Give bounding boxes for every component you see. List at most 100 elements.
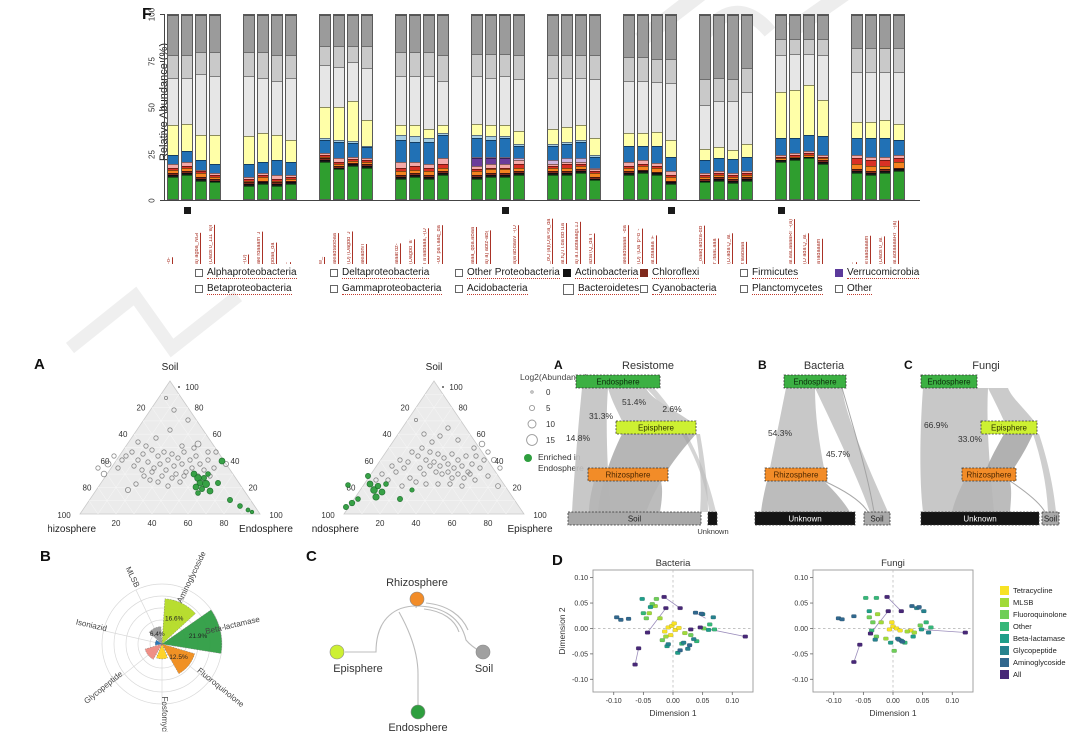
ternary-point-enriched bbox=[245, 507, 251, 513]
y-tick-label: 100 bbox=[147, 7, 157, 22]
legend-swatch-icon bbox=[563, 283, 574, 295]
stacked-bar bbox=[181, 14, 193, 200]
bottom-tick: 40 bbox=[148, 519, 157, 528]
scatter-point-F bbox=[870, 620, 876, 625]
bar-segment-bacteroidetes bbox=[210, 134, 220, 165]
bar-segment-cyanobacteria bbox=[424, 138, 434, 142]
scatter-point-T bbox=[889, 620, 895, 625]
bar-segment-firmicutes bbox=[334, 66, 344, 107]
ternary-point bbox=[415, 453, 421, 459]
bar-segment-bacteroidetes bbox=[182, 123, 192, 152]
bar-segment-other bbox=[666, 15, 676, 60]
bar-segment-other-proteobacteria bbox=[334, 46, 344, 67]
bar-segment-planctomycetes bbox=[472, 156, 482, 159]
bar-segment-gammaproteobacteria bbox=[852, 154, 862, 159]
bar-segment-acidobacteria bbox=[362, 147, 372, 159]
rose-wedge-mlsb bbox=[148, 626, 163, 645]
bar-segment-actinobacteria bbox=[272, 184, 282, 187]
right-tick: 80 bbox=[459, 404, 468, 413]
bar-segment-alphaproteobacteria bbox=[652, 175, 662, 199]
bar-segment-other-proteobacteria bbox=[348, 45, 358, 63]
scatter-legend-label: Fluoroquinolone bbox=[1013, 610, 1067, 619]
network-edge bbox=[398, 611, 419, 710]
bottom-tick: 80 bbox=[484, 519, 493, 528]
network-node-rhizosphere bbox=[409, 591, 425, 607]
scatter-point-A bbox=[916, 605, 922, 610]
bar-segment-alphaproteobacteria bbox=[272, 186, 282, 199]
bar-segment-alphaproteobacteria bbox=[880, 173, 890, 199]
ternary-point bbox=[447, 481, 453, 487]
bar-segment-betaproteobacteria bbox=[728, 177, 738, 179]
ternary-point bbox=[119, 457, 125, 463]
bar-segment-firmicutes bbox=[804, 53, 814, 85]
sankey-percent-label: 31.3% bbox=[589, 411, 614, 421]
bar-segment-deltaproteobacteria bbox=[818, 156, 828, 159]
bar-segment-bacteroidetes bbox=[258, 132, 268, 163]
bar-segment-acidobacteria bbox=[880, 138, 890, 157]
bar-segment-betaproteobacteria bbox=[410, 169, 420, 174]
scatter-point-T bbox=[897, 628, 903, 633]
bar-segment-other bbox=[334, 15, 344, 47]
bar-segment-alphaproteobacteria bbox=[576, 173, 586, 199]
bar-segment-firmicutes bbox=[590, 79, 600, 139]
stacked-bar bbox=[865, 14, 877, 200]
legend-label: Actinobacteria bbox=[575, 267, 639, 279]
right-tick: 40 bbox=[231, 457, 240, 466]
ternary-point bbox=[469, 461, 475, 467]
bar-segment-alphaproteobacteria bbox=[866, 174, 876, 199]
f-x-labels: -o-a) agba_NGi (Dads'0_111 'a)I -(D) ale'rd… bbox=[167, 204, 905, 264]
ternary-point bbox=[125, 486, 132, 493]
ternary-point bbox=[445, 425, 451, 431]
stacked-bar bbox=[167, 14, 179, 200]
ternary-point bbox=[169, 475, 175, 481]
bar-label-group: alaat'dz- (Dagbd 'a' I a'aabaaa,'-(D -00' p… bbox=[395, 204, 449, 264]
ternary-point bbox=[131, 463, 137, 469]
y-tick-label: -0.05 bbox=[572, 651, 588, 658]
stacked-bar bbox=[409, 14, 421, 200]
f-x-axis-line bbox=[164, 200, 920, 201]
bar-segment-chloroflexi bbox=[700, 178, 710, 181]
bar-segment-other bbox=[168, 15, 178, 56]
ternary-point bbox=[179, 443, 185, 449]
x-tick-label: - bbox=[285, 262, 290, 264]
bar-segment-other bbox=[196, 15, 206, 52]
bar-segment-chloroflexi bbox=[362, 163, 372, 166]
rose-percent-label: 21.9% bbox=[189, 633, 208, 640]
ternary-point-enriched bbox=[378, 488, 386, 496]
bar-segment-firmicutes bbox=[790, 53, 800, 91]
ternary-point bbox=[169, 451, 175, 457]
bar-segment-acidobacteria bbox=[424, 141, 434, 164]
bar-segment-bacteroidetes bbox=[472, 123, 482, 135]
bar-segment-other-proteobacteria bbox=[244, 51, 254, 76]
bar-segment-deltaproteobacteria bbox=[286, 176, 296, 179]
bar-segment-betaproteobacteria bbox=[396, 171, 406, 176]
scatter-legend-swatch-icon bbox=[1000, 634, 1009, 643]
bar-segment-actinobacteria bbox=[500, 174, 510, 177]
network-edge bbox=[345, 605, 417, 653]
stacked-bar bbox=[727, 14, 739, 200]
bar-segment-acidobacteria bbox=[334, 141, 344, 159]
bar-segment-actinobacteria bbox=[804, 156, 814, 159]
bar-segment-actinobacteria bbox=[210, 180, 220, 183]
bar-segment-deltaproteobacteria bbox=[624, 165, 634, 168]
ternary-point bbox=[471, 445, 477, 451]
legend-entry-other: Other bbox=[835, 283, 873, 295]
ternary-point bbox=[171, 407, 177, 413]
scatter-point-O bbox=[863, 595, 869, 600]
ternary-point bbox=[139, 467, 145, 473]
ternary-point bbox=[201, 467, 207, 473]
sankey-node-label: Unknown bbox=[788, 515, 821, 524]
bar-segment-deltaproteobacteria bbox=[728, 175, 738, 178]
legend-entry-alphaproteobacteria: Alphaproteobacteria bbox=[195, 267, 297, 279]
ternary-point-enriched bbox=[366, 480, 374, 488]
bar-segment-actinobacteria bbox=[424, 176, 434, 179]
bar-segment-actinobacteria bbox=[486, 174, 496, 177]
sankey-node-label: Episphere bbox=[991, 424, 1028, 433]
bar-segment-chloroflexi bbox=[880, 169, 890, 172]
x-label-marker bbox=[499, 204, 511, 264]
scatter-point-B bbox=[866, 609, 872, 614]
corner-tick: 100 bbox=[533, 511, 547, 520]
bar-segment-betaproteobacteria bbox=[196, 173, 206, 177]
ternary-point bbox=[459, 483, 465, 489]
ternary-gridline bbox=[142, 420, 207, 515]
